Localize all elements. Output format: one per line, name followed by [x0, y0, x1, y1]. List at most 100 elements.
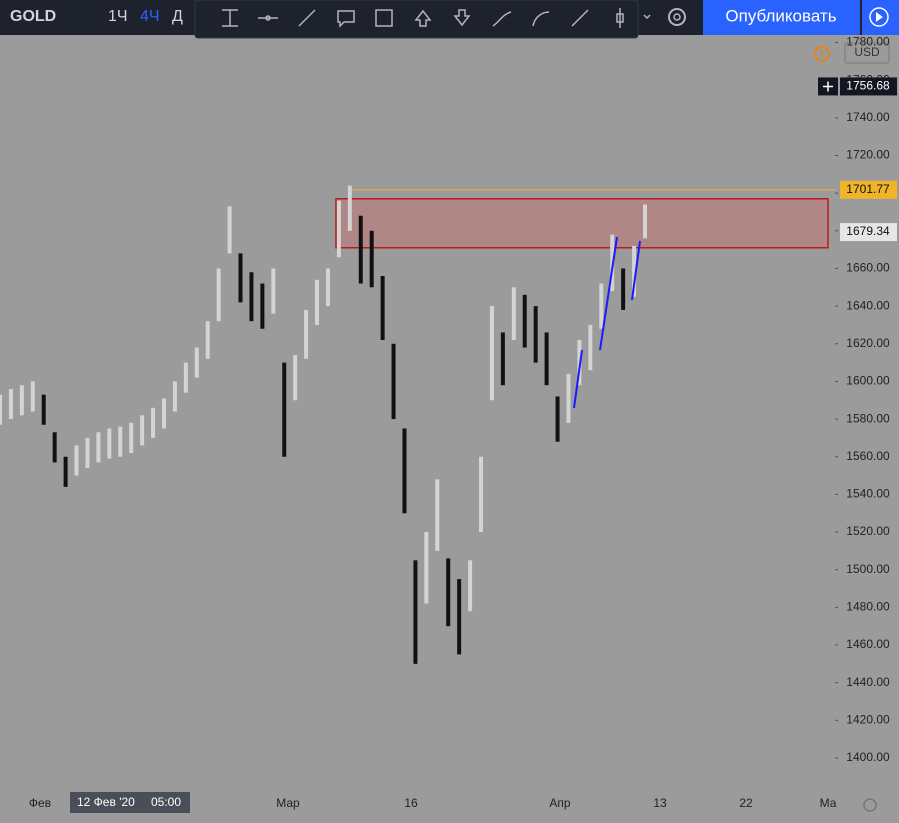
price-bar [457, 579, 462, 655]
y-tick-label: 1480.00 [846, 600, 890, 614]
price-label: 1701.77 [846, 182, 890, 196]
y-tick-label: 1620.00 [846, 336, 890, 350]
price-bar [402, 428, 407, 514]
x-tick-label: 22 [739, 796, 753, 810]
price-bar [0, 394, 2, 425]
price-bar [85, 437, 90, 469]
price-bar [555, 396, 560, 442]
price-bar [293, 355, 298, 401]
price-bar [183, 362, 188, 393]
currency-box[interactable] [844, 42, 890, 64]
price-bar [315, 279, 320, 325]
x-tick-label: 13 [653, 796, 667, 810]
price-bar [369, 230, 374, 288]
x-tick-label: Мар [276, 796, 300, 810]
price-bar [500, 332, 505, 386]
price-bar [489, 306, 494, 401]
price-bar [271, 268, 276, 314]
price-bar [74, 445, 79, 476]
price-bar [118, 426, 123, 457]
x-tick-label: Апр [549, 796, 571, 810]
price-bar [358, 215, 363, 284]
price-bar [643, 204, 647, 239]
price-bar [424, 532, 429, 604]
price-bar [588, 324, 593, 371]
y-tick-label: 1580.00 [846, 411, 890, 425]
price-bar [413, 560, 418, 664]
trend-line [573, 349, 583, 409]
price-bar [599, 283, 604, 329]
trend-line [599, 236, 618, 351]
price-bar [41, 394, 46, 425]
publish-button[interactable] [703, 0, 860, 35]
y-tick-label: 1500.00 [846, 562, 890, 576]
price-bar [216, 268, 221, 322]
add-icon [823, 81, 833, 92]
y-tick-label: 1740.00 [846, 110, 890, 124]
price-bar [380, 275, 385, 341]
price-bar [533, 306, 538, 363]
price-bar [96, 432, 101, 463]
y-tick-label: 1520.00 [846, 524, 890, 538]
price-bar [304, 309, 309, 359]
price-bar [227, 206, 232, 254]
zone [335, 198, 829, 249]
price-bar [632, 245, 637, 297]
y-tick-label: 1780.00 [846, 35, 890, 49]
price-bar [129, 422, 134, 453]
price-bar [479, 456, 484, 533]
price-bar [52, 432, 57, 463]
price-label-bg [840, 180, 897, 199]
price-bar [282, 362, 287, 457]
price-bar [621, 268, 626, 310]
x-tick-label: Ма [820, 796, 837, 810]
price-bar [30, 381, 35, 412]
price-bar [391, 343, 396, 420]
y-tick-label: 1460.00 [846, 637, 890, 651]
play-icon [876, 12, 883, 22]
y-tick-label: 1600.00 [846, 374, 890, 388]
alert-icon [814, 46, 830, 62]
crosshair-date: 12 Фев '20 [77, 795, 135, 809]
price-bar [140, 415, 145, 446]
price-bar [511, 287, 516, 341]
price-bar [468, 560, 473, 612]
price-bar [161, 398, 166, 429]
price-bar [347, 185, 352, 231]
price-bar [238, 253, 243, 303]
price-label: 1679.34 [846, 224, 890, 238]
y-tick-label: 1560.00 [846, 449, 890, 463]
trend-line [631, 240, 641, 301]
price-bar [205, 321, 210, 359]
price-bar [336, 200, 341, 258]
price-bar [194, 347, 199, 378]
price-bar [151, 407, 156, 438]
interval-active[interactable]: 4Ч [140, 8, 160, 25]
bottom-settings[interactable] [863, 798, 877, 812]
price-bar [19, 385, 24, 416]
price-bar [8, 388, 13, 420]
price-label: 1756.68 [846, 79, 890, 93]
crosshair-time: 05:00 [151, 795, 181, 809]
y-tick-label: 1640.00 [846, 298, 890, 312]
play-icon [869, 7, 889, 27]
price-bar [544, 332, 549, 386]
price-bar [172, 381, 177, 412]
y-tick-label: 1660.00 [846, 261, 890, 275]
symbol[interactable]: GOLD [10, 8, 56, 25]
price-bar [107, 428, 112, 459]
y-tick-label: 1720.00 [846, 148, 890, 162]
price-bar [63, 456, 68, 487]
x-tick-label: Фев [29, 796, 51, 810]
settings-icon[interactable] [668, 8, 686, 26]
interval[interactable]: Д [172, 8, 183, 25]
price-label-bg [840, 223, 897, 242]
price-bar [435, 479, 440, 551]
publish-label[interactable]: Опубликовать [725, 6, 836, 25]
interval[interactable]: 1Ч [108, 8, 128, 25]
y-tick-label: 1400.00 [846, 750, 890, 764]
price-bar [522, 294, 527, 348]
currency[interactable]: USD [854, 45, 880, 59]
y-tick-label: 1420.00 [846, 713, 890, 727]
